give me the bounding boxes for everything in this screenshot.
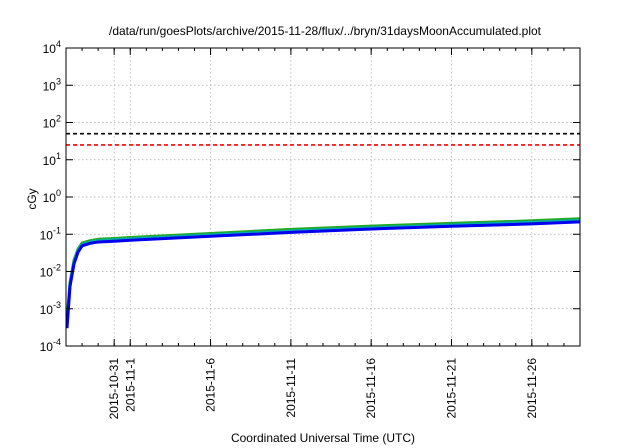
y-tick-base: 10 — [43, 79, 57, 93]
y-tick-exponent: -1 — [53, 225, 61, 235]
x-tick-label: 2015-11-11 — [284, 358, 298, 418]
y-tick-label: 10-1 — [40, 225, 61, 242]
series-line — [65, 220, 581, 329]
y-tick-label: 102 — [43, 114, 61, 131]
x-tick-label: 2015-11-1 — [123, 358, 137, 412]
y-tick-label: 100 — [43, 188, 61, 205]
y-tick-exponent: 2 — [56, 114, 61, 124]
y-tick-base: 10 — [43, 42, 57, 56]
y-tick-label: 103 — [43, 76, 61, 93]
y-tick-base: 10 — [43, 117, 57, 131]
x-axis: 2015-10-31 2015-11-1 2015-11-6 2015-11-11 20… — [81, 48, 565, 420]
y-tick-base: 10 — [40, 266, 54, 280]
y-tick-base: 10 — [40, 228, 54, 242]
y-axis-label: cGy — [25, 188, 39, 209]
y-tick-base: 10 — [40, 303, 54, 317]
x-axis-label: Coordinated Universal Time (UTC) — [231, 431, 415, 445]
y-tick-label: 10-3 — [40, 300, 61, 317]
y-tick-label: 10-4 — [40, 337, 61, 354]
series-group — [65, 217, 581, 329]
y-tick-exponent: 3 — [56, 76, 61, 86]
x-tick-label: 2015-11-21 — [445, 358, 459, 419]
y-tick-exponent: -4 — [53, 337, 61, 347]
y-tick-base: 10 — [43, 154, 57, 168]
y-tick-exponent: -3 — [53, 300, 61, 310]
y-tick-exponent: 0 — [56, 188, 61, 198]
chart-title: /data/run/goesPlots/archive/2015-11-28/f… — [109, 24, 542, 38]
x-tick-label: 2015-11-26 — [525, 358, 539, 419]
y-tick-base: 10 — [43, 191, 57, 205]
y-tick-label: 10-2 — [40, 263, 61, 280]
y-tick-label: 101 — [43, 151, 61, 168]
y-tick-exponent: 4 — [56, 39, 61, 49]
y-tick-exponent: -2 — [53, 263, 61, 273]
y-tick-base: 10 — [40, 340, 54, 354]
reference-lines — [66, 132, 580, 146]
y-tick-exponent: 1 — [56, 151, 61, 161]
grid — [66, 48, 580, 346]
y-tick-label: 104 — [43, 39, 61, 56]
x-tick-label: 2015-11-6 — [204, 358, 218, 412]
x-tick-label: 2015-10-31 — [107, 358, 121, 420]
x-tick-label: 2015-11-16 — [364, 358, 378, 419]
